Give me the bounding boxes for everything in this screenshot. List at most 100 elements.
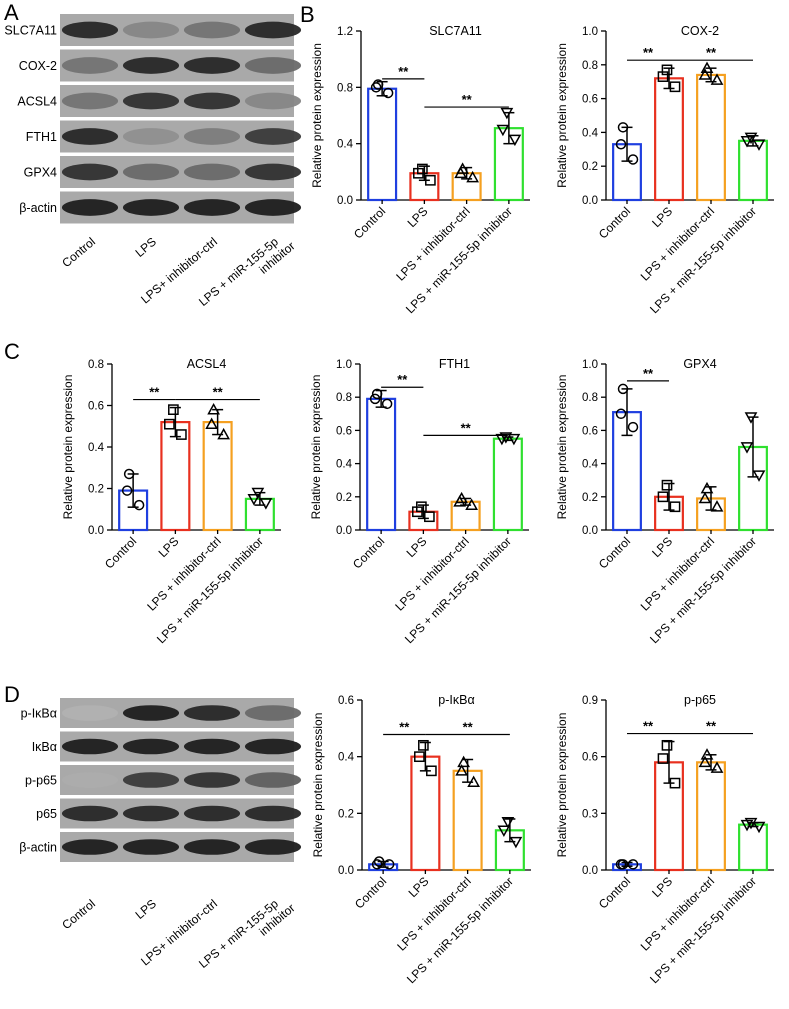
significance-label: ** — [643, 366, 654, 381]
blot-band — [122, 705, 180, 721]
data-point-circle — [369, 393, 381, 405]
bar — [160, 421, 191, 532]
x-tick-label: LPS + inhibitor-ctrl — [638, 534, 717, 613]
blot-band — [244, 199, 302, 216]
significance-label: ** — [463, 720, 474, 735]
x-tick-label: LPS — [649, 874, 675, 900]
blot-row-label: ACSL4 — [17, 95, 57, 109]
data-point-triangle-down — [744, 412, 758, 424]
blot-band — [183, 163, 241, 181]
blot-band — [61, 839, 119, 855]
data-point-triangle — [710, 500, 724, 512]
data-point-triangle — [457, 755, 470, 768]
blot-row-label: p65 — [36, 807, 57, 821]
chart-1: COX-2 0.0 0.2 0.4 0.6 0.8 1.0 Relative protein … — [555, 24, 774, 316]
x-tick-label: LPS + inhibitor-ctrl — [394, 874, 473, 953]
data-point-square — [661, 739, 673, 751]
blot-band — [61, 21, 119, 39]
significance-label: ** — [398, 64, 409, 79]
data-point-triangle-down — [496, 124, 510, 137]
data-point-triangle — [466, 170, 479, 183]
blot-lane-label: LPS — [133, 897, 159, 922]
data-point-triangle-down — [752, 470, 766, 482]
y-tick-label: 0.0 — [582, 865, 598, 877]
blot-band — [244, 92, 302, 110]
blot-band — [183, 772, 241, 788]
y-tick-label: 0.2 — [582, 161, 598, 173]
data-point-square — [661, 479, 673, 491]
data-point-triangle-down — [508, 134, 522, 147]
chart-title: SLC7A11 — [429, 24, 482, 38]
blot-row-label: β-actin — [19, 201, 57, 215]
blot-band — [122, 57, 180, 74]
blot-band — [122, 772, 180, 788]
chart-title: p-IκBα — [438, 693, 474, 707]
data-point-circle — [627, 421, 639, 433]
data-point-circle — [382, 87, 394, 99]
blot-lane-label: LPS — [133, 235, 159, 260]
data-point-circle — [617, 122, 629, 133]
data-point-triangle — [453, 495, 466, 507]
significance-label: ** — [706, 719, 717, 734]
blot-band — [61, 163, 119, 181]
y-axis-label: Relative protein expression — [309, 375, 323, 520]
blot-band — [244, 805, 302, 822]
x-tick-label: Control — [351, 204, 388, 241]
panel-letter-c: C — [4, 339, 20, 364]
data-point-triangle-down — [744, 132, 758, 145]
data-point-square — [426, 765, 437, 777]
data-point-triangle-down — [501, 816, 515, 829]
data-point-square — [657, 71, 669, 82]
x-tick-label: Control — [352, 874, 389, 911]
blot-row-label: β-actin — [19, 841, 57, 855]
data-point-triangle-down — [497, 825, 511, 837]
blot-row-label: SLC7A11 — [4, 24, 57, 38]
panel-letter-a: A — [4, 0, 19, 25]
data-point-triangle-down — [752, 139, 766, 151]
data-point-square — [418, 739, 429, 751]
chart-title: COX-2 — [681, 24, 719, 38]
x-tick-label: LPS — [649, 534, 675, 560]
blot-band — [244, 163, 302, 181]
blot-band — [61, 199, 119, 216]
data-point-circle — [381, 398, 393, 410]
x-tick-label: LPS + inhibitor-ctrl — [638, 874, 717, 953]
data-point-triangle — [455, 764, 468, 776]
y-tick-label: 0.4 — [338, 752, 355, 764]
blot-band — [183, 92, 241, 110]
x-tick-label: LPS + inhibitor-ctrl — [392, 534, 471, 613]
significance-label: ** — [397, 372, 408, 387]
x-tick-label: LPS + inhibitor-ctrl — [144, 534, 223, 613]
chart-title: p-p65 — [684, 693, 716, 707]
y-tick-label: 0.4 — [337, 139, 354, 151]
x-tick-label: Control — [596, 874, 633, 911]
data-point-triangle-down — [247, 494, 261, 506]
data-point-circle — [615, 859, 627, 870]
data-point-square — [669, 777, 681, 789]
data-point-triangle — [710, 73, 724, 85]
y-tick-label: 1.0 — [336, 359, 352, 371]
data-point-triangle — [700, 481, 714, 494]
blot-band — [244, 705, 302, 721]
y-tick-label: 0.4 — [582, 127, 599, 139]
y-axis-label: Relative protein expression — [61, 375, 75, 520]
blot-row-label: p-IκBα — [21, 707, 57, 721]
data-point-triangle — [700, 748, 714, 760]
data-point-triangle — [698, 755, 712, 768]
blot-band — [61, 805, 119, 822]
bar — [696, 73, 726, 202]
blot-band — [244, 21, 302, 39]
data-point-triangle-down — [509, 836, 523, 849]
y-tick-label: 0.0 — [336, 525, 352, 537]
bar — [492, 437, 523, 532]
data-point-triangle-down — [259, 498, 273, 510]
data-point-triangle — [710, 761, 724, 773]
data-point-circle — [615, 408, 627, 420]
y-tick-label: 0.8 — [336, 392, 352, 404]
blot-row-label: COX-2 — [19, 59, 57, 73]
blot-band — [183, 705, 241, 721]
blot-lane-label: Control — [59, 897, 98, 933]
data-point-square — [669, 501, 681, 513]
data-point-triangle — [217, 427, 230, 440]
chart-title: GPX4 — [683, 357, 716, 371]
